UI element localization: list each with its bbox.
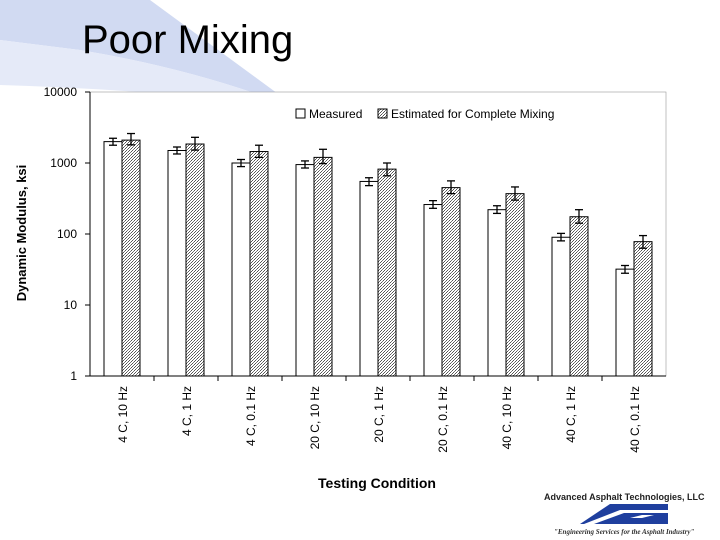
estimated-bar — [185, 143, 205, 377]
legend-swatch-measured — [295, 108, 306, 119]
measured-bar — [423, 204, 443, 377]
measured-bar — [359, 180, 379, 377]
measured-bar — [615, 268, 635, 377]
measured-bar — [487, 209, 507, 377]
measured-bar — [231, 162, 251, 377]
swoosh-shape — [0, 0, 300, 110]
estimated-bar — [569, 216, 589, 377]
x-tick-label: 40 C, 0.1 Hz — [628, 386, 642, 453]
x-tick-label: 40 C, 1 Hz — [564, 386, 578, 443]
y-tick-label: 1 — [70, 369, 77, 383]
y-tick-label: 100 — [57, 227, 77, 241]
estimated-bar — [505, 193, 525, 377]
y-tick-label: 1000 — [50, 156, 77, 170]
measured-bar — [167, 149, 187, 377]
company-tagline: "Engineering Services for the Asphalt In… — [554, 528, 695, 536]
road-logo-icon — [580, 504, 668, 524]
estimated-bar — [441, 187, 461, 377]
legend-label-estimated: Estimated for Complete Mixing — [391, 107, 554, 121]
legend-label-measured: Measured — [309, 107, 362, 121]
x-axis-label: Testing Condition — [318, 475, 436, 491]
measured-bar — [295, 164, 315, 377]
y-tick-label: 10000 — [44, 85, 78, 99]
x-tick-label: 4 C, 10 Hz — [116, 386, 130, 443]
measured-bar — [551, 236, 571, 377]
x-tick-label: 40 C, 10 Hz — [500, 386, 514, 449]
chart-legend: Measured Estimated for Complete Mixing — [295, 107, 554, 121]
estimated-bar — [313, 156, 333, 377]
company-logo: Advanced Asphalt Technologies, LLC "Engi… — [538, 492, 720, 540]
plot-area: 1 10 100 1000 10000 4 C, 10 Hz 4 C, 1 Hz 4 C, 0… — [44, 85, 667, 453]
estimated-bar — [249, 151, 269, 377]
estimated-bar — [633, 241, 653, 377]
legend-swatch-estimated — [377, 108, 388, 119]
company-name: Advanced Asphalt Technologies, LLC — [544, 492, 705, 502]
estimated-bar — [377, 168, 397, 377]
x-tick-label: 20 C, 0.1 Hz — [436, 386, 450, 453]
y-axis-label: Dynamic Modulus, ksi — [14, 165, 29, 302]
x-tick-label: 20 C, 1 Hz — [372, 386, 386, 443]
x-tick-label: 20 C, 10 Hz — [308, 386, 322, 449]
y-tick-label: 10 — [64, 298, 78, 312]
estimated-bar — [121, 139, 141, 377]
x-tick-label: 4 C, 0.1 Hz — [244, 386, 258, 446]
measured-bar — [103, 141, 123, 377]
slide-title: Poor Mixing — [82, 18, 294, 62]
x-tick-label: 4 C, 1 Hz — [180, 386, 194, 436]
